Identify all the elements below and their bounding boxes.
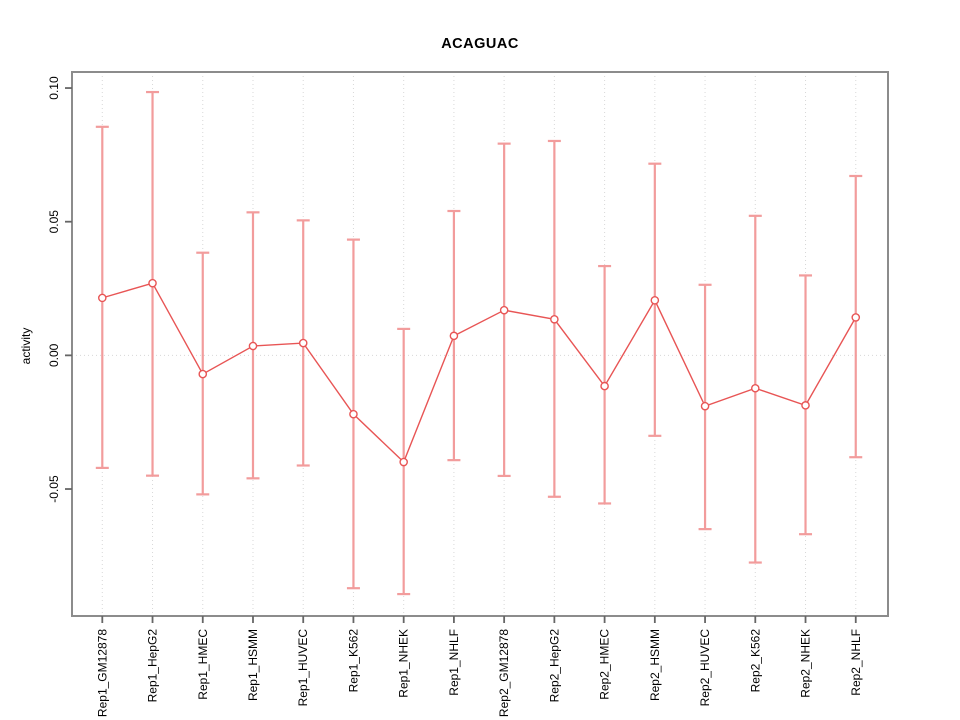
x-tick-label: Rep2_HSMM bbox=[648, 629, 662, 701]
x-tick-label: Rep1_NHLF bbox=[447, 629, 461, 696]
data-point bbox=[700, 401, 710, 411]
x-tick-label: Rep2_NHLF bbox=[849, 629, 863, 696]
x-tick-label: Rep1_GM12878 bbox=[95, 629, 109, 717]
y-tick-label: 0.00 bbox=[47, 343, 61, 367]
x-tick-label: Rep2_GM12878 bbox=[497, 629, 511, 717]
x-tick-label: Rep2_NHEK bbox=[799, 629, 813, 698]
data-point bbox=[399, 457, 408, 467]
plot-frame bbox=[71, 71, 889, 617]
x-tick-label: Rep1_HMEC bbox=[196, 629, 210, 700]
data-point bbox=[198, 369, 208, 379]
series-line bbox=[102, 282, 857, 464]
x-tick-label: Rep1_HUVEC bbox=[296, 629, 310, 707]
data-point bbox=[349, 409, 358, 419]
data-point bbox=[801, 401, 810, 410]
data-point bbox=[650, 295, 660, 305]
data-point bbox=[750, 383, 760, 393]
x-tick-label: Rep1_HepG2 bbox=[146, 629, 160, 703]
data-point bbox=[600, 381, 609, 391]
data-point bbox=[98, 293, 107, 303]
data-point bbox=[148, 278, 157, 288]
x-tick-label: Rep2_HUVEC bbox=[698, 629, 712, 707]
y-tick-label: 0.05 bbox=[47, 210, 61, 234]
x-tick-label: Rep1_HSMM bbox=[246, 629, 260, 701]
x-tick-label: Rep1_NHEK bbox=[397, 629, 411, 698]
data-point bbox=[550, 314, 559, 324]
data-point bbox=[851, 313, 861, 322]
data-point bbox=[248, 341, 258, 351]
data-point bbox=[298, 338, 308, 348]
y-tick-label: -0.05 bbox=[47, 475, 61, 503]
x-tick-label: Rep2_HepG2 bbox=[547, 629, 561, 703]
chart-title: ACAGUAC bbox=[441, 36, 519, 52]
y-tick-label: 0.10 bbox=[47, 76, 61, 100]
data-point bbox=[449, 331, 459, 341]
x-tick-label: Rep2_HMEC bbox=[598, 629, 612, 700]
data-point bbox=[499, 305, 509, 315]
x-tick-label: Rep1_K562 bbox=[346, 629, 360, 693]
x-tick-label: Rep2_K562 bbox=[748, 629, 762, 693]
